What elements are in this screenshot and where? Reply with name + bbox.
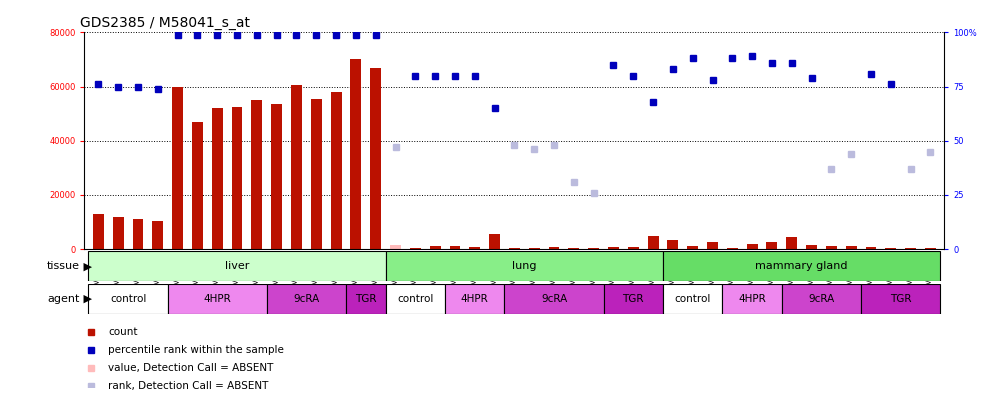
Bar [505,284,603,314]
Text: TGR: TGR [355,294,377,304]
Text: lung: lung [512,261,537,271]
Bar [232,107,243,249]
Bar [331,92,342,249]
Bar [266,284,346,314]
Bar [509,248,520,249]
Text: percentile rank within the sample: percentile rank within the sample [108,345,284,355]
Bar [569,248,580,249]
Bar [449,246,460,249]
Bar [861,284,940,314]
Text: TGR: TGR [890,294,911,304]
Bar [667,240,678,249]
Bar [746,244,757,249]
Bar [429,246,440,249]
Bar [588,248,599,249]
Bar [549,247,560,249]
Bar [132,219,143,249]
Text: control: control [675,294,711,304]
Bar [410,248,420,249]
Bar [727,248,738,249]
Text: 4HPR: 4HPR [204,294,231,304]
Text: tissue: tissue [47,261,80,271]
Bar [112,217,123,249]
Bar [687,246,698,249]
Bar [648,236,658,249]
Bar [663,284,723,314]
Bar [782,284,861,314]
Text: 4HPR: 4HPR [461,294,489,304]
Bar [489,234,500,249]
Bar [906,248,916,249]
Bar [88,284,168,314]
Bar [603,284,663,314]
Text: value, Detection Call = ABSENT: value, Detection Call = ABSENT [108,363,273,373]
Bar [371,68,381,249]
Bar [88,251,386,281]
Bar [386,284,445,314]
Bar [445,284,505,314]
Bar [351,60,362,249]
Text: mammary gland: mammary gland [755,261,848,271]
Bar [92,214,103,249]
Bar [766,242,777,249]
Bar [192,122,203,249]
Bar [826,246,837,249]
Text: control: control [398,294,433,304]
Bar [846,246,857,249]
Bar [212,108,223,249]
Bar [663,251,940,281]
Bar [172,87,183,249]
Text: rank, Detection Call = ABSENT: rank, Detection Call = ABSENT [108,381,268,391]
Text: 9cRA: 9cRA [541,294,568,304]
Bar [786,237,797,249]
Bar [386,251,663,281]
Bar [628,247,639,249]
Bar [529,248,540,249]
Bar [723,284,782,314]
Bar [271,104,282,249]
Text: 4HPR: 4HPR [739,294,766,304]
Bar [608,247,619,249]
Text: 9cRA: 9cRA [808,294,835,304]
Bar [469,247,480,249]
Bar [311,99,322,249]
Text: TGR: TGR [622,294,644,304]
Bar [168,284,266,314]
Bar [346,284,386,314]
Text: ▶: ▶ [80,294,91,304]
Text: GDS2385 / M58041_s_at: GDS2385 / M58041_s_at [81,16,250,30]
Bar [152,221,163,249]
Bar [925,248,936,249]
Text: ▶: ▶ [80,261,91,271]
Bar [390,245,401,249]
Bar [806,245,817,249]
Text: count: count [108,327,137,337]
Bar [251,100,262,249]
Bar [291,85,302,249]
Text: 9cRA: 9cRA [293,294,319,304]
Text: control: control [110,294,146,304]
Bar [707,242,718,249]
Bar [886,248,897,249]
Text: agent: agent [47,294,80,304]
Bar [866,247,877,249]
Text: liver: liver [225,261,249,271]
